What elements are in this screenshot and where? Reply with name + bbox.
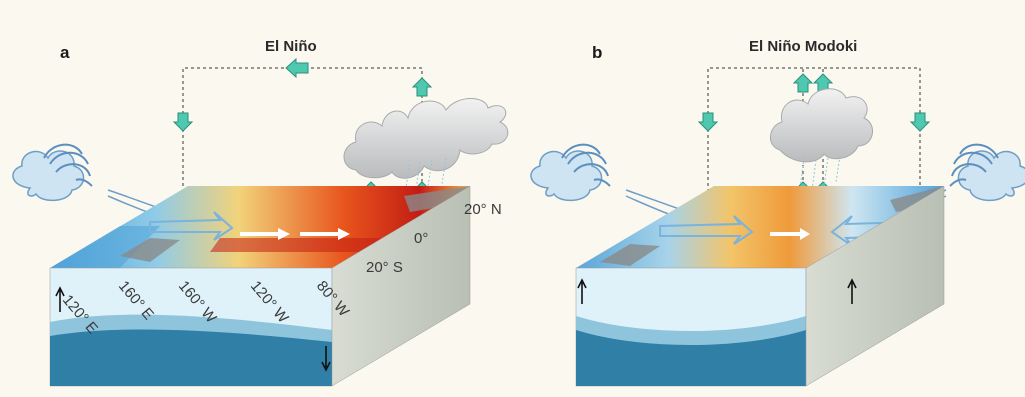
descending-arrow-west xyxy=(173,112,193,132)
trade-wind-face-west-b xyxy=(529,143,611,202)
thermocline-deep-layer-b xyxy=(576,330,806,386)
box-side-b xyxy=(805,185,945,387)
upper-westward-arrow xyxy=(285,58,309,78)
panel-a: a El Niño xyxy=(11,38,509,387)
thermocline-deep-layer-a xyxy=(50,329,332,386)
descending-arrow-east xyxy=(910,112,930,132)
descending-arrow-west xyxy=(698,112,718,132)
panel-b: b El Niño Modoki xyxy=(529,38,1025,387)
upwelling-arrow-west xyxy=(55,286,65,312)
surface-current-arrow-b xyxy=(770,228,810,240)
surface-current-arrow-2 xyxy=(300,228,350,240)
land-mass-b xyxy=(600,244,660,266)
box-side-a xyxy=(331,185,471,387)
latitude-label: 0° xyxy=(414,230,428,247)
downwelling-arrow-east xyxy=(321,346,331,372)
westward-trade-arrow-b xyxy=(659,215,754,245)
ascending-arrow-east xyxy=(412,77,432,97)
convection-cloud-a xyxy=(343,98,509,191)
panel-a-title: El Niño xyxy=(265,38,317,55)
trade-wind-face-east-b xyxy=(949,143,1025,202)
sst-anomaly-surface-b xyxy=(576,186,944,268)
latitude-label: 20° S xyxy=(366,259,403,276)
surface-current-arrow-1 xyxy=(240,228,290,240)
panel-b-title: El Niño Modoki xyxy=(749,38,857,55)
land-mass-a xyxy=(120,238,180,262)
upwelling-arrow-west-b xyxy=(577,278,587,304)
convection-cloud-b xyxy=(770,88,873,191)
ascending-arrow-upper-1 xyxy=(793,73,813,93)
weakened-trade-arrow xyxy=(149,211,234,241)
walker-circulation-loop-outer xyxy=(707,67,921,198)
trade-wind-face-a xyxy=(11,143,93,202)
latitude-label: 20° N xyxy=(464,201,502,218)
upwelling-arrow-east-b xyxy=(847,278,857,304)
panel-b-letter: b xyxy=(592,43,602,62)
panel-a-letter: a xyxy=(60,43,70,62)
